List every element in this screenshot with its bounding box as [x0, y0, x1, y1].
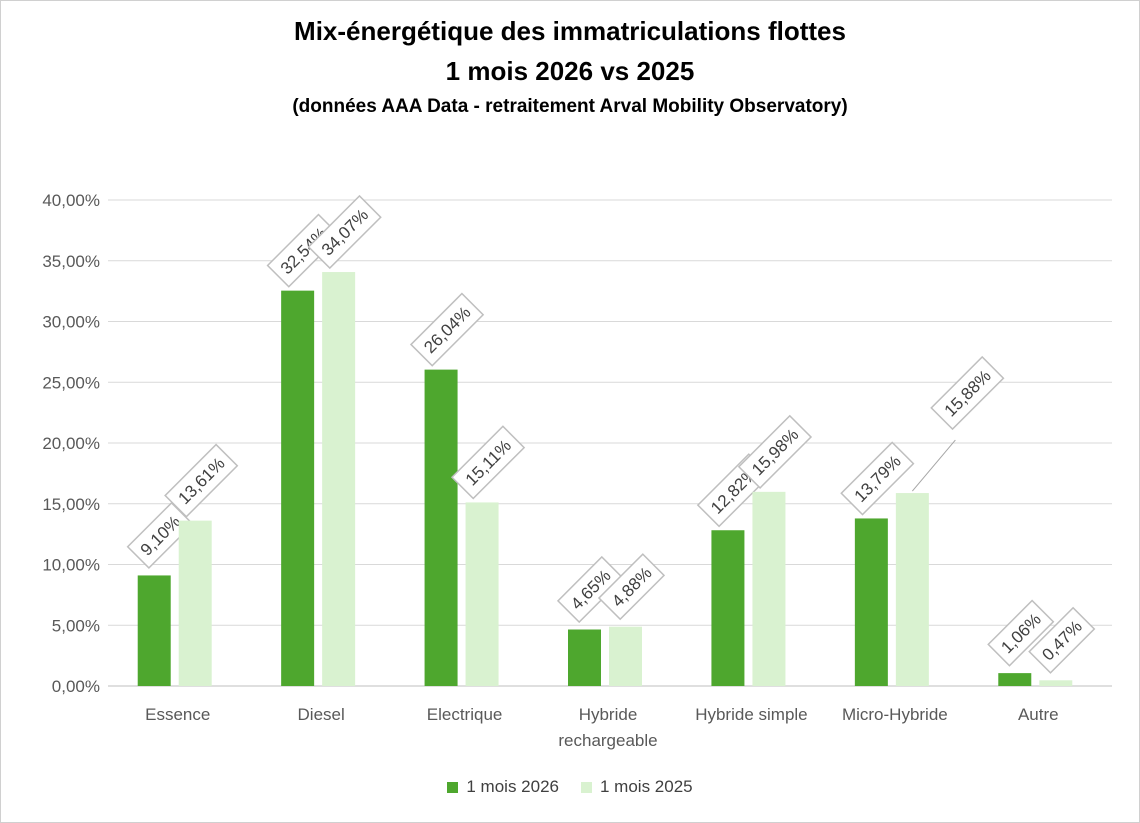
data-label-box [266, 213, 341, 288]
data-label: 13,61% [164, 443, 239, 518]
x-tick-label: rechargeable [558, 731, 657, 750]
y-tick-label: 0,00% [52, 677, 100, 696]
data-label: 15,11% [450, 425, 526, 500]
chart-note: (données AAA Data - retraitement Arval M… [292, 96, 848, 117]
chart-subtitle: 1 mois 2026 vs 2025 [445, 56, 695, 86]
x-tick-label: Essence [145, 705, 210, 724]
data-label-box [307, 194, 382, 270]
data-label-box [840, 441, 915, 516]
bar [752, 491, 786, 686]
bar [465, 502, 499, 686]
legend-label: 1 mois 2026 [466, 777, 559, 796]
data-label-box [1028, 606, 1096, 674]
data-label: 15,98% [737, 414, 813, 489]
x-tick-label: Micro-Hybride [842, 705, 948, 724]
legend: 1 mois 2026 1 mois 2025 [0, 777, 1140, 797]
bar [568, 629, 601, 686]
y-tick-label: 15,00% [42, 495, 100, 514]
y-tick-label: 35,00% [42, 252, 100, 271]
data-label-box [409, 292, 485, 367]
bar [281, 290, 315, 686]
data-label: 15,88% [930, 355, 1005, 431]
x-tick-label: Electrique [427, 705, 503, 724]
bar [178, 520, 212, 686]
data-label-box [164, 443, 239, 518]
bar [854, 518, 888, 686]
x-tick-label: Hybride simple [695, 705, 807, 724]
bar [609, 626, 642, 686]
data-label-box [450, 425, 526, 500]
bar [998, 673, 1032, 686]
bar [137, 575, 171, 686]
y-tick-label: 25,00% [42, 373, 100, 392]
legend-label: 1 mois 2025 [600, 777, 693, 796]
legend-item-2026: 1 mois 2026 [447, 777, 559, 797]
x-tick-label: Hybride [579, 705, 638, 724]
bar [322, 272, 356, 686]
x-tick-label: Autre [1018, 705, 1059, 724]
y-tick-label: 40,00% [42, 191, 100, 210]
data-label: 26,04% [409, 292, 485, 367]
y-tick-label: 10,00% [42, 556, 100, 575]
leader-line [911, 439, 956, 492]
data-label: 1,06% [987, 599, 1055, 667]
data-label-box [737, 414, 813, 489]
y-tick-label: 5,00% [52, 616, 100, 635]
bar [424, 369, 458, 686]
bar [711, 530, 745, 686]
legend-swatch [447, 781, 459, 793]
y-tick-label: 30,00% [42, 313, 100, 332]
data-label-box [987, 599, 1055, 667]
chart-title: Mix-énergétique des immatriculations flo… [294, 16, 846, 46]
legend-item-2025: 1 mois 2025 [581, 777, 693, 797]
legend-swatch [581, 781, 592, 793]
data-label-box [597, 553, 666, 621]
bar [1039, 680, 1073, 686]
y-tick-label: 20,00% [42, 434, 100, 453]
data-label-box [930, 355, 1005, 431]
bar [895, 493, 929, 686]
x-tick-label: Diesel [298, 705, 345, 724]
